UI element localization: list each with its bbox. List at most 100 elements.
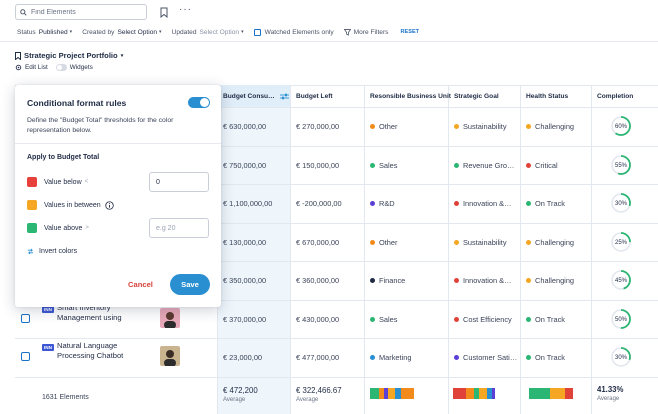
watched-only-checkbox[interactable]: Watched Elements only	[253, 28, 334, 36]
chevron-down-icon: ▾	[120, 52, 124, 59]
status-dot	[454, 354, 459, 360]
color-swatch-red[interactable]	[27, 177, 37, 187]
budget-consumed-cell-text: € 370,000,00	[223, 314, 267, 324]
budget-consumed-cell-text: € 23,000,00	[223, 352, 263, 362]
strategic-goal-distribution-bar	[453, 388, 495, 399]
column-header-budget-left[interactable]: Budget Left	[290, 85, 364, 107]
search-icon	[20, 8, 27, 16]
invert-colors-button[interactable]: Invert colors	[27, 248, 77, 255]
health-status-cell: Challenging	[520, 107, 591, 145]
value-above-input[interactable]	[149, 218, 209, 238]
watched-only-label: Watched Elements only	[264, 28, 334, 36]
health-status-cell: On Track	[520, 300, 591, 338]
bar-segment	[378, 388, 385, 399]
conditional-format-panel: Conditional format rules Define the "Bud…	[15, 85, 221, 307]
business-unit-cell-text: Sales	[379, 160, 398, 170]
row-divider	[15, 85, 658, 86]
created-by-label: Created by	[82, 28, 115, 36]
strategic-goal-cell: Innovation &…	[448, 184, 520, 222]
budget-left-cell-text: € 670,000,00	[296, 237, 340, 247]
save-button[interactable]: Save	[170, 274, 210, 295]
portfolio-selector[interactable]: Strategic Project Portfolio ▾	[15, 51, 123, 60]
business-unit-cell-text: Marketing	[379, 352, 412, 362]
health-distribution-bar	[529, 388, 573, 399]
updated-value: Select Option	[199, 28, 240, 36]
average-label: Average	[296, 397, 319, 403]
element-name-link[interactable]: Natural Language Processing Chatbot	[57, 341, 124, 360]
color-swatch-orange[interactable]	[27, 200, 37, 210]
innovation-badge: INN	[42, 306, 54, 313]
status-dot	[526, 354, 531, 360]
portfolio-title: Strategic Project Portfolio	[24, 51, 118, 60]
value-below-input[interactable]	[149, 172, 209, 192]
column-header-label: Budget Consu…	[223, 92, 275, 100]
strategic-goal-cell: Sustainability	[448, 107, 520, 145]
conditional-format-toggle[interactable]	[188, 97, 210, 108]
health-status-cell-text: On Track	[535, 198, 565, 208]
business-unit-cell: R&D	[364, 184, 448, 222]
status-filter[interactable]: Status Published ▾	[17, 29, 72, 36]
cancel-button[interactable]: Cancel	[128, 277, 153, 291]
business-unit-cell: Sales	[364, 300, 448, 338]
adjust-icon[interactable]	[279, 93, 289, 100]
budget-consumed-cell-text: € 350,000,00	[223, 275, 267, 285]
business-unit-cell: Finance	[364, 261, 448, 299]
health-status-cell: On Track	[520, 338, 591, 376]
color-swatch-green[interactable]	[27, 223, 37, 233]
health-status-cell-text: Critical	[535, 160, 558, 170]
rule-value-above: Value above >	[27, 218, 89, 238]
bar-segment	[479, 388, 488, 399]
element-name-link[interactable]: Smart Inventory Management using	[57, 303, 122, 322]
created-by-filter[interactable]: Created by Select Option ▾	[82, 29, 161, 36]
column-header-label: Budget Left	[296, 92, 333, 100]
column-header-strategic-goal[interactable]: Strategic Goal	[448, 85, 520, 107]
budget-left-cell: € 150,000,00	[290, 146, 364, 184]
info-icon[interactable]	[105, 200, 114, 210]
column-header-health-status[interactable]: Health Status	[520, 85, 591, 107]
business-unit-cell: Marketing	[364, 338, 448, 376]
budget-consumed-cell: € 1,100,000,00	[217, 184, 290, 222]
gear-icon	[15, 64, 22, 71]
business-unit-cell-text: Sales	[379, 314, 398, 324]
widgets-toggle[interactable]	[55, 64, 67, 71]
column-header-completion[interactable]: Completion	[591, 85, 658, 107]
completion-label: 60%	[615, 124, 628, 130]
search-box[interactable]	[15, 4, 147, 20]
strategic-goal-cell-text: Innovation &…	[463, 198, 512, 208]
row-checkbox[interactable]	[21, 352, 30, 361]
element-count: 1631 Elements	[42, 394, 89, 401]
edit-list-button[interactable]: Edit List	[15, 64, 48, 71]
reset-button[interactable]: RESET	[400, 29, 420, 35]
bookmark-button[interactable]	[158, 5, 170, 19]
avatar	[160, 346, 180, 366]
column-header-budget-consumed[interactable]: Budget Consu…	[217, 85, 290, 107]
checkbox[interactable]	[253, 28, 261, 36]
health-status-cell: On Track	[520, 184, 591, 222]
rule-label: Values in between	[44, 201, 101, 209]
search-input[interactable]	[31, 8, 141, 16]
budget-left-cell-text: € -200,000,00	[296, 198, 342, 208]
column-divider	[591, 85, 592, 414]
bar-segment	[388, 388, 395, 399]
status-dot	[526, 316, 531, 322]
row-divider	[15, 184, 658, 185]
row-divider	[15, 377, 658, 378]
row-checkbox[interactable]	[21, 314, 30, 323]
status-dot	[526, 239, 531, 245]
column-header-business-unit[interactable]: Resonsible Business Unit	[364, 85, 451, 107]
rule-label: Value above	[44, 224, 83, 232]
budget-consumed-cell: € 750,000,00	[217, 146, 290, 184]
status-dot	[370, 239, 375, 245]
budget-left-cell: € 270,000,00	[290, 107, 364, 145]
average-label: Average	[597, 396, 620, 402]
status-dot	[454, 277, 459, 283]
completion-progress-ring: 30%	[611, 347, 631, 367]
updated-filter[interactable]: Updated Select Option ▾	[172, 29, 244, 36]
invert-colors-label: Invert colors	[39, 248, 78, 255]
budget-consumed-cell-text: € 630,000,00	[223, 121, 267, 131]
status-dot	[526, 123, 531, 129]
filter-icon	[343, 28, 351, 36]
more-filters-button[interactable]: More Filters	[343, 28, 388, 36]
bar-segment	[491, 388, 495, 399]
more-options-icon[interactable]: ···	[179, 4, 192, 15]
